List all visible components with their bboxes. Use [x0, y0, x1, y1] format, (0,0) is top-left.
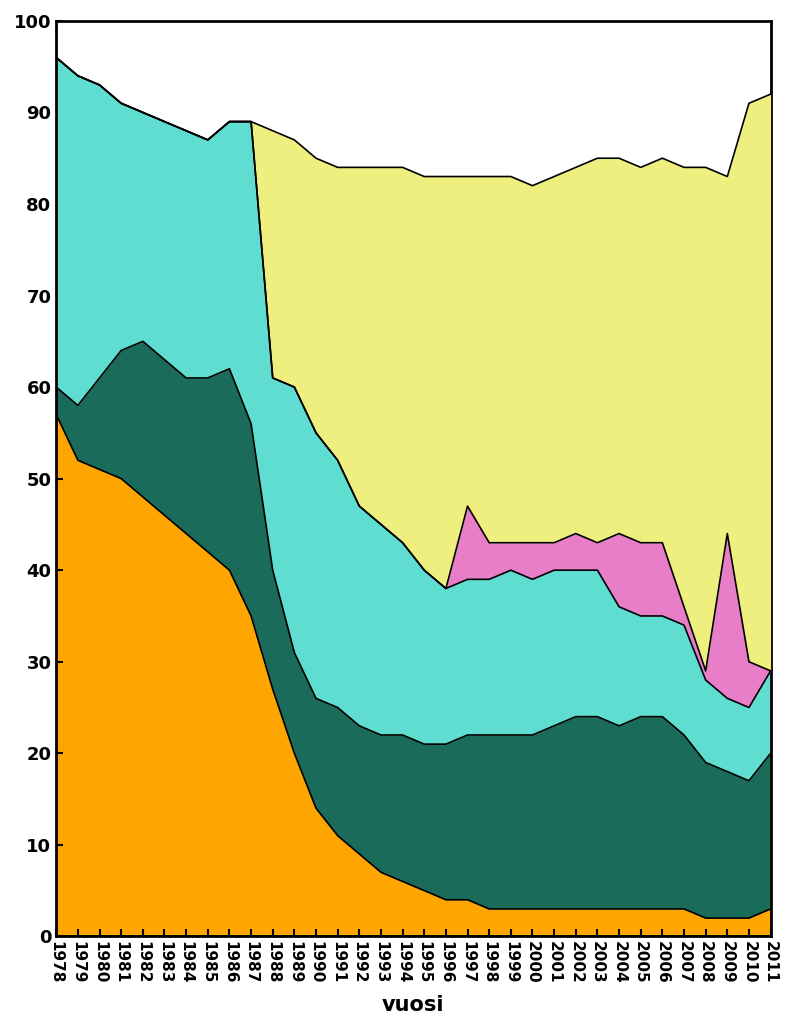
X-axis label: vuosi: vuosi: [383, 995, 444, 1016]
